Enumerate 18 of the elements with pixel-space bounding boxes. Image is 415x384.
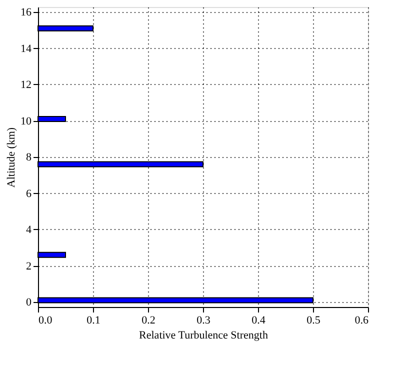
y-tick-label: 8 (26, 152, 32, 164)
x-tick-label: 0.4 (252, 314, 266, 326)
y-tick-label: 12 (20, 79, 32, 91)
y-tick-label: 2 (26, 260, 32, 272)
x-tick-label: 0.0 (38, 314, 53, 326)
y-tick-label: 16 (20, 6, 32, 18)
y-tick-label: 14 (20, 42, 32, 55)
y-axis-title: Altitude (km) (6, 127, 18, 188)
x-tick-label: 0.1 (86, 314, 100, 326)
x-tick-label: 0.2 (142, 314, 156, 326)
y-tick-label: 6 (26, 188, 32, 200)
x-axis-title: Relative Turbulence Strength (139, 330, 268, 342)
y-tick-label: 10 (20, 115, 32, 128)
x-tick-label: 0.3 (196, 314, 211, 326)
x-tick-label: 0.6 (354, 314, 369, 326)
x-tick-label: 0.5 (306, 314, 321, 326)
y-tick-label: 4 (26, 224, 32, 236)
y-tick-label: 0 (26, 296, 32, 308)
